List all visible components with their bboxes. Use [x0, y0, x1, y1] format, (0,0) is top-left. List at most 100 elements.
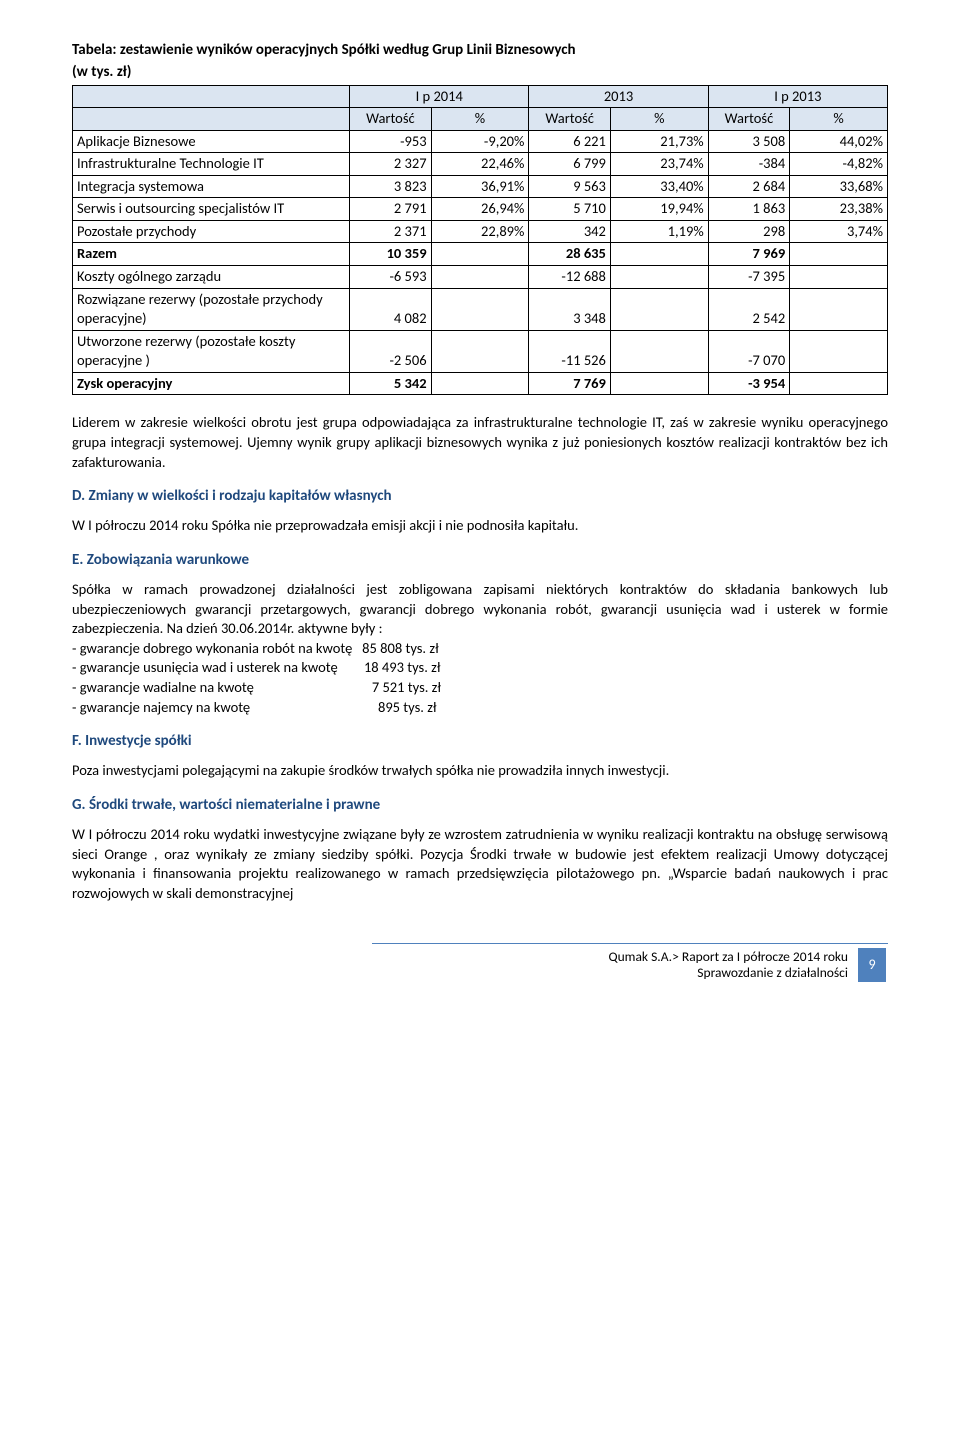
section-g-body: W I półroczu 2014 roku wydatki inwestycy… [72, 825, 888, 903]
data-cell: 4 082 [350, 288, 432, 330]
data-cell: -9,20% [431, 130, 529, 153]
data-cell: 10 359 [350, 243, 432, 266]
row-label: Koszty ogólnego zarządu [73, 266, 350, 289]
data-cell: 21,73% [610, 130, 708, 153]
data-cell: 5 342 [350, 372, 432, 395]
list-item-label: - gwarancje usunięcia wad i usterek na k… [72, 658, 364, 678]
period-header: I p 2014 [350, 85, 529, 108]
data-cell: 1 863 [708, 198, 790, 221]
data-cell [790, 330, 888, 372]
list-item: - gwarancje usunięcia wad i usterek na k… [72, 658, 888, 678]
data-cell: 3 508 [708, 130, 790, 153]
period-header: 2013 [529, 85, 708, 108]
data-cell: -384 [708, 153, 790, 176]
data-cell: 7 969 [708, 243, 790, 266]
sub-header: Wartość [529, 108, 611, 131]
data-cell [431, 243, 529, 266]
data-cell: 36,91% [431, 175, 529, 198]
data-cell: 3 348 [529, 288, 611, 330]
data-cell: 342 [529, 220, 611, 243]
data-cell: -3 954 [708, 372, 790, 395]
section-d-body: W I półroczu 2014 roku Spółka nie przepr… [72, 516, 888, 536]
section-e-body: Spółka w ramach prowadzonej działalności… [72, 580, 888, 639]
sub-header: % [610, 108, 708, 131]
data-cell: -4,82% [790, 153, 888, 176]
footer-line2: Sprawozdanie z działalności [608, 965, 848, 982]
sub-header: Wartość [708, 108, 790, 131]
row-label: Pozostałe przychody [73, 220, 350, 243]
data-cell [431, 288, 529, 330]
data-cell: 1,19% [610, 220, 708, 243]
sub-header: Wartość [350, 108, 432, 131]
footer-line1: Qumak S.A.> Raport za I półrocze 2014 ro… [608, 949, 848, 966]
data-cell [431, 266, 529, 289]
list-item-label: - gwarancje dobrego wykonania robót na k… [72, 639, 362, 659]
list-item-value: 85 808 tys. zł [362, 639, 439, 659]
section-e-head: E. Zobowiązania warunkowe [72, 550, 888, 570]
data-cell: 22,89% [431, 220, 529, 243]
row-label: Aplikacje Biznesowe [73, 130, 350, 153]
data-cell: 2 371 [350, 220, 432, 243]
data-cell: 9 563 [529, 175, 611, 198]
data-cell [610, 243, 708, 266]
data-cell: 26,94% [431, 198, 529, 221]
guarantee-list: - gwarancje dobrego wykonania robót na k… [72, 639, 888, 717]
data-cell [790, 243, 888, 266]
data-cell: -7 395 [708, 266, 790, 289]
list-item-value: 7 521 tys. zł [372, 678, 441, 698]
data-cell [610, 372, 708, 395]
data-cell: -7 070 [708, 330, 790, 372]
section-g-head: G. Środki trwałe, wartości niematerialne… [72, 795, 888, 815]
data-cell: 28 635 [529, 243, 611, 266]
data-cell: 2 684 [708, 175, 790, 198]
para-leader: Liderem w zakresie wielkości obrotu jest… [72, 413, 888, 472]
table-subcorner-cell [73, 108, 350, 131]
data-cell: 5 710 [529, 198, 611, 221]
data-cell [790, 288, 888, 330]
data-cell [610, 288, 708, 330]
period-header: I p 2013 [708, 85, 887, 108]
row-label: Integracja systemowa [73, 175, 350, 198]
data-cell: 33,40% [610, 175, 708, 198]
sub-header: % [431, 108, 529, 131]
data-cell: 33,68% [790, 175, 888, 198]
data-cell: 22,46% [431, 153, 529, 176]
page-footer: Qumak S.A.> Raport za I półrocze 2014 ro… [72, 943, 888, 982]
data-cell: 2 327 [350, 153, 432, 176]
data-cell: 7 769 [529, 372, 611, 395]
section-f-head: F. Inwestycje spółki [72, 731, 888, 751]
data-cell [431, 330, 529, 372]
section-d-head: D. Zmiany w wielkości i rodzaju kapitałó… [72, 486, 888, 506]
list-item: - gwarancje wadialne na kwotę 7 521 tys.… [72, 678, 888, 698]
data-cell: 6 799 [529, 153, 611, 176]
list-item-value: 18 493 tys. zł [364, 658, 441, 678]
data-cell: 2 791 [350, 198, 432, 221]
data-cell: -953 [350, 130, 432, 153]
data-cell: -11 526 [529, 330, 611, 372]
row-label: Utworzone rezerwy (pozostałe koszty oper… [73, 330, 350, 372]
data-cell [610, 266, 708, 289]
data-cell: 6 221 [529, 130, 611, 153]
list-item-label: - gwarancje najemcy na kwotę [72, 698, 378, 718]
data-cell: 3,74% [790, 220, 888, 243]
table-corner-cell [73, 85, 350, 108]
data-cell [610, 330, 708, 372]
table-title-line1: Tabela: zestawienie wyników operacyjnych… [72, 40, 888, 60]
list-item-value: 895 tys. zł [378, 698, 437, 718]
table-title-line2: (w tys. zł) [72, 62, 888, 82]
row-label: Razem [73, 243, 350, 266]
results-table: I p 20142013I p 2013Wartość%Wartość%Wart… [72, 85, 888, 396]
data-cell [431, 372, 529, 395]
list-item: - gwarancje dobrego wykonania robót na k… [72, 639, 888, 659]
data-cell [790, 266, 888, 289]
list-item-label: - gwarancje wadialne na kwotę [72, 678, 372, 698]
data-cell: 3 823 [350, 175, 432, 198]
data-cell [790, 372, 888, 395]
data-cell: -2 506 [350, 330, 432, 372]
row-label: Rozwiązane rezerwy (pozostałe przychody … [73, 288, 350, 330]
page-number: 9 [858, 948, 886, 982]
sub-header: % [790, 108, 888, 131]
data-cell: 19,94% [610, 198, 708, 221]
data-cell: -6 593 [350, 266, 432, 289]
section-f-body: Poza inwestycjami polegającymi na zakupi… [72, 761, 888, 781]
